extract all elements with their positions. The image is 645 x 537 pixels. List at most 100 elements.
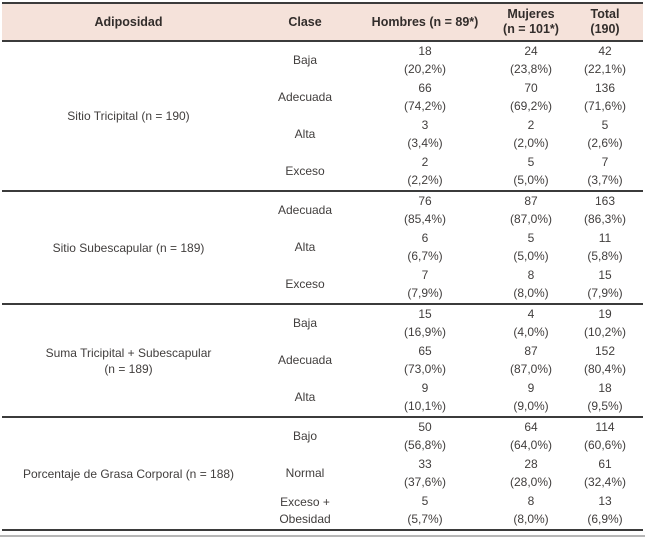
hombres-cell: 33 (37,6%) — [355, 455, 495, 492]
header-total-line2: (190) — [590, 22, 620, 36]
hombres-count: 5 — [421, 494, 429, 508]
mujeres-cell: 70 (69,2%) — [495, 79, 567, 116]
total-pct: (71,6%) — [583, 98, 627, 113]
mujeres-cell: 24 (23,8%) — [495, 40, 567, 79]
mujeres-count: 8 — [527, 268, 535, 282]
hombres-count: 15 — [418, 307, 432, 321]
total-count: 5 — [601, 118, 609, 132]
hombres-cell: 18 (20,2%) — [355, 40, 495, 79]
mujeres-cell: 64 (64,0%) — [495, 416, 567, 455]
total-count: 61 — [598, 457, 612, 471]
total-cell: 114 (60,6%) — [567, 416, 643, 455]
total-pct: (22,1%) — [583, 61, 627, 76]
mujeres-pct: (8,0%) — [513, 511, 549, 526]
section-label: Sitio Subescapular (n = 189) — [2, 190, 255, 304]
hombres-cell: 5 (5,7%) — [355, 492, 495, 530]
total-cell: 11 (5,8%) — [567, 229, 643, 266]
table-row: Porcentaje de Grasa Corporal (n = 188) B… — [2, 416, 643, 530]
header-mujeres-line2: (n = 101*) — [503, 22, 559, 36]
total-pct: (3,7%) — [587, 172, 623, 187]
mujeres-pct: (87,0%) — [509, 211, 553, 226]
hombres-pct: (85,4%) — [403, 211, 447, 226]
clase-cell: Exceso + Obesidad — [279, 494, 331, 526]
mujeres-pct: (2,0%) — [513, 135, 549, 150]
adiposity-table: Adiposidad Clase Hombres (n = 89*) Mujer… — [2, 2, 643, 531]
hombres-count: 50 — [418, 420, 432, 434]
hombres-cell: 65 (73,0%) — [355, 342, 495, 379]
total-count: 13 — [598, 494, 612, 508]
hombres-pct: (37,6%) — [403, 474, 447, 489]
mujeres-pct: (5,0%) — [513, 172, 549, 187]
mujeres-count: 2 — [527, 118, 535, 132]
section-suma-tricipital-subescapular: Suma Tricipital + Subescapular (n = 189)… — [2, 303, 643, 417]
table-row: Adecuada 65 (73,0%) 87 (87,0%) 152 (80,4… — [2, 342, 643, 379]
hombres-count: 6 — [421, 231, 429, 245]
hombres-pct: (6,7%) — [407, 248, 443, 263]
header-clase: Clase — [255, 2, 355, 42]
clase-cell: Alta — [294, 240, 316, 254]
mujeres-count: 87 — [524, 194, 538, 208]
mujeres-count: 5 — [527, 231, 535, 245]
total-cell: 13 (6,9%) — [567, 492, 643, 530]
hombres-pct: (56,8%) — [403, 437, 447, 452]
hombres-cell: 66 (74,2%) — [355, 79, 495, 116]
table-row: Normal 33 (37,6%) 28 (28,0%) 61 (32,4%) — [2, 455, 643, 492]
hombres-pct: (74,2%) — [403, 98, 447, 113]
total-count: 163 — [594, 194, 616, 208]
clase-cell: Alta — [294, 390, 316, 404]
hombres-cell: 9 (10,1%) — [355, 379, 495, 417]
total-pct: (2,6%) — [587, 135, 623, 150]
mujeres-pct: (64,0%) — [509, 437, 553, 452]
table-header: Adiposidad Clase Hombres (n = 89*) Mujer… — [2, 2, 643, 42]
total-cell: 19 (10,2%) — [567, 303, 643, 342]
section-label-text: Suma Tricipital + Subescapular — [45, 345, 212, 360]
hombres-pct: (5,7%) — [407, 511, 443, 526]
mujeres-cell: 2 (2,0%) — [495, 116, 567, 153]
hombres-cell: 76 (85,4%) — [355, 190, 495, 229]
total-cell: 152 (80,4%) — [567, 342, 643, 379]
header-mujeres-line1: Mujeres — [507, 7, 555, 21]
mujeres-cell: 28 (28,0%) — [495, 455, 567, 492]
table-row: Exceso 7 (7,9%) 8 (8,0%) 15 (7,9%) — [2, 266, 643, 304]
clase-cell: Exceso — [285, 277, 325, 291]
section-label: Suma Tricipital + Subescapular (n = 189) — [2, 303, 255, 417]
table-row: Alta 6 (6,7%) 5 (5,0%) 11 (5,8%) — [2, 229, 643, 266]
hombres-pct: (3,4%) — [407, 135, 443, 150]
mujeres-count: 8 — [527, 494, 535, 508]
total-count: 114 — [595, 420, 615, 434]
clase-cell: Adecuada — [277, 353, 333, 367]
total-count: 7 — [601, 155, 609, 169]
total-count: 19 — [598, 307, 612, 321]
header-mujeres: Mujeres (n = 101*) — [495, 2, 567, 42]
clase-cell: Bajo — [255, 416, 355, 455]
table-row: Sitio Subescapular (n = 189) Adecuada 76… — [2, 190, 643, 304]
mujeres-pct: (4,0%) — [513, 324, 549, 339]
section-sitio-subescapular: Sitio Subescapular (n = 189) Adecuada 76… — [2, 190, 643, 304]
section-label-text: Sitio Tricipital (n = 190) — [67, 109, 190, 123]
hombres-pct: (16,9%) — [403, 324, 447, 339]
mujeres-cell: 87 (87,0%) — [495, 342, 567, 379]
total-count: 15 — [598, 268, 612, 282]
hombres-cell: 50 (56,8%) — [355, 416, 495, 455]
mujeres-pct: (8,0%) — [513, 285, 549, 300]
total-pct: (60,6%) — [583, 437, 627, 452]
clase-cell: Alta — [294, 127, 316, 141]
mujeres-count: 64 — [524, 420, 538, 434]
table-row: Sitio Tricipital (n = 190) Baja 18 (20,2… — [2, 40, 643, 191]
total-pct: (10,2%) — [583, 324, 627, 339]
section-label-text: Sitio Subescapular (n = 189) — [52, 240, 205, 255]
mujeres-cell: 5 (5,0%) — [495, 153, 567, 191]
mujeres-count: 5 — [527, 155, 535, 169]
header-row: Adiposidad Clase Hombres (n = 89*) Mujer… — [2, 2, 643, 42]
section-label-text: Porcentaje de Grasa Corporal (n = 188) — [22, 466, 235, 481]
clase-cell: Normal — [285, 466, 325, 480]
total-count: 11 — [598, 231, 612, 245]
hombres-cell: 15 (16,9%) — [355, 303, 495, 342]
hombres-pct: (10,1%) — [403, 398, 447, 413]
clase-cell: Baja — [255, 303, 355, 342]
clase-cell: Exceso — [285, 164, 325, 178]
total-count: 18 — [598, 381, 612, 395]
mujeres-pct: (87,0%) — [509, 361, 553, 376]
mujeres-cell: 9 (9,0%) — [495, 379, 567, 417]
total-cell: 5 (2,6%) — [567, 116, 643, 153]
